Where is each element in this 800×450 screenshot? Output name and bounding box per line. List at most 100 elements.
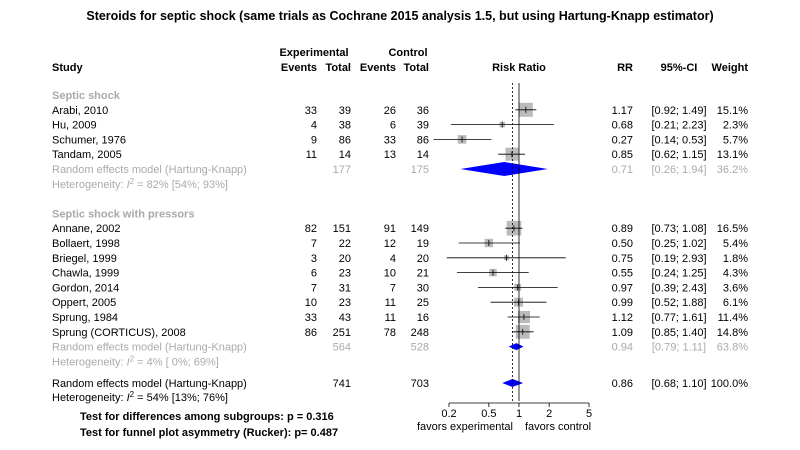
- ci-value: [0.19; 2.93]: [651, 253, 706, 265]
- ci-value: [0.85; 1.40]: [651, 327, 706, 339]
- exp-events: 33: [305, 105, 317, 117]
- study-name: Chawla, 1999: [52, 268, 119, 280]
- rr-value: 1.09: [612, 327, 633, 339]
- study-name: Gordon, 2014: [52, 282, 119, 294]
- header-experimental: Experimental: [279, 47, 348, 59]
- ctl-events: 26: [384, 105, 396, 117]
- ci-value: [0.24; 1.25]: [651, 268, 706, 280]
- ctl-total: 248: [411, 327, 429, 339]
- exp-total: 43: [339, 312, 351, 324]
- test-subgroup-differences: Test for differences among subgroups: p …: [80, 411, 334, 423]
- weight-value-pooled: 100.0%: [711, 378, 749, 390]
- chart-title: Steroids for septic shock (same trials a…: [86, 9, 713, 23]
- ctl-events: 11: [385, 297, 396, 309]
- header-ctl-total: Total: [404, 62, 429, 74]
- ctl-events: 4: [390, 253, 396, 265]
- ctl-events: 13: [384, 149, 396, 161]
- exp-total: 86: [339, 134, 351, 146]
- ctl-total: 149: [411, 223, 429, 235]
- exp-total: 20: [339, 253, 351, 265]
- rr-value: 0.68: [612, 120, 633, 132]
- ci-value: [0.73; 1.08]: [651, 223, 706, 235]
- study-name: Briegel, 1999: [52, 253, 117, 265]
- rr-value: 0.75: [612, 253, 633, 265]
- x-tick-label: 5: [586, 408, 592, 420]
- weight-value: 14.8%: [717, 327, 748, 339]
- ctl-events: 7: [390, 282, 396, 294]
- subgroup-heterogeneity: Heterogeneity: I2 = 82% [54%; 93%]: [52, 177, 228, 191]
- ctl-events: 91: [384, 223, 396, 235]
- x-tick-label: 1: [516, 408, 522, 420]
- ci-value: [0.25; 1.02]: [651, 238, 706, 250]
- exp-events: 7: [311, 282, 317, 294]
- weight-value-pooled: 63.8%: [717, 342, 748, 354]
- weight-value: 13.1%: [717, 149, 748, 161]
- header-ctl-events: Events: [360, 62, 396, 74]
- study-name: Schumer, 1976: [52, 134, 126, 146]
- ci-value-pooled: [0.68; 1.10]: [651, 378, 706, 390]
- exp-events: 9: [311, 134, 317, 146]
- test-funnel-asymmetry: Test for funnel plot asymmetry (Rucker):…: [80, 427, 338, 439]
- study-name: Tandam, 2005: [52, 149, 122, 161]
- ci-value-pooled: [0.79; 1.11]: [652, 342, 706, 354]
- header-ci: 95%-CI: [661, 62, 698, 74]
- header-risk-ratio: Risk Ratio: [492, 62, 546, 74]
- exp-total: 14: [339, 149, 351, 161]
- exp-total: 23: [339, 268, 351, 280]
- rr-value-pooled: 0.86: [612, 378, 633, 390]
- rr-value: 0.89: [612, 223, 633, 235]
- study-name: Arabi, 2010: [52, 105, 108, 117]
- ctl-events: 11: [385, 312, 396, 324]
- ctl-events: 78: [384, 327, 396, 339]
- exp-events: 11: [306, 149, 317, 161]
- exp-events: 82: [305, 223, 317, 235]
- subgroup-pooled-label: Random effects model (Hartung-Knapp): [52, 164, 247, 176]
- ctl-total: 39: [417, 120, 429, 132]
- subgroup-pooled-label: Random effects model (Hartung-Knapp): [52, 342, 247, 354]
- weight-value: 5.4%: [723, 238, 748, 250]
- study-name: Annane, 2002: [52, 223, 121, 235]
- ctl-total-pooled: 703: [411, 378, 429, 390]
- exp-events: 33: [305, 312, 317, 324]
- x-tick-label: 0.2: [441, 408, 456, 420]
- rr-value-pooled: 0.71: [612, 164, 633, 176]
- header-rr: RR: [617, 62, 633, 74]
- exp-total: 38: [339, 120, 351, 132]
- study-name: Sprung (CORTICUS), 2008: [52, 327, 186, 339]
- study-name: Sprung, 1984: [52, 312, 118, 324]
- ctl-total: 14: [417, 149, 429, 161]
- ci-value: [0.39; 2.43]: [651, 282, 706, 294]
- weight-value: 11.4%: [718, 312, 749, 324]
- ci-value: [0.14; 0.53]: [651, 134, 706, 146]
- weight-value: 16.5%: [717, 223, 748, 235]
- ci-value-pooled: [0.26; 1.94]: [651, 164, 706, 176]
- ctl-total: 21: [417, 268, 429, 280]
- rr-value-pooled: 0.94: [612, 342, 633, 354]
- header-exp-total: Total: [326, 62, 351, 74]
- exp-total: 251: [333, 327, 351, 339]
- ctl-total: 20: [417, 253, 429, 265]
- exp-events: 7: [311, 238, 317, 250]
- ctl-events: 10: [384, 268, 396, 280]
- pooled-diamond: [508, 343, 524, 351]
- overall-heterogeneity: Heterogeneity: I2 = 54% [13%; 76%]: [52, 390, 228, 404]
- header-control: Control: [388, 47, 427, 59]
- rr-value: 1.17: [612, 105, 633, 117]
- ctl-total: 19: [417, 238, 429, 250]
- ctl-events: 33: [384, 134, 396, 146]
- weight-value: 2.3%: [723, 120, 748, 132]
- study-name: Oppert, 2005: [52, 297, 116, 309]
- exp-events: 4: [311, 120, 317, 132]
- weight-value: 5.7%: [723, 134, 748, 146]
- exp-events: 86: [305, 327, 317, 339]
- exp-total: 23: [339, 297, 351, 309]
- exp-events: 6: [311, 268, 317, 280]
- ctl-total: 86: [417, 134, 429, 146]
- pooled-diamond: [460, 162, 548, 176]
- ci-value: [0.62; 1.15]: [651, 149, 706, 161]
- ci-value: [0.77; 1.61]: [651, 312, 706, 324]
- exp-events: 3: [311, 253, 317, 265]
- study-name: Hu, 2009: [52, 120, 97, 132]
